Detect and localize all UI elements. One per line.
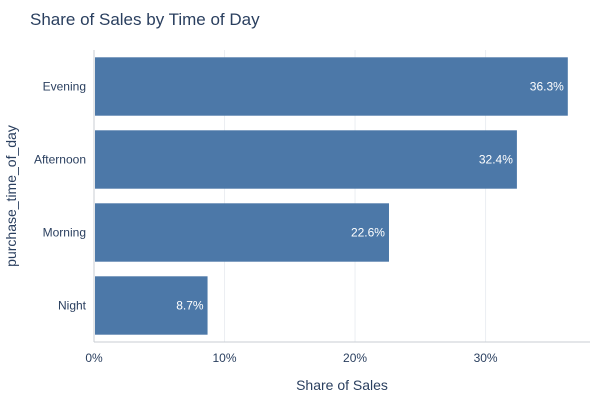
y-tick-label: Evening — [43, 80, 86, 94]
axes — [93, 50, 590, 343]
bars — [95, 57, 568, 335]
y-axis-title: purchase_time_of_day — [3, 125, 19, 267]
chart-title: Share of Sales by Time of Day — [30, 10, 260, 29]
value-label: 36.3% — [530, 80, 564, 94]
y-tick-label: Night — [58, 299, 87, 313]
y-tick-label: Afternoon — [34, 153, 86, 167]
x-tick-label: 0% — [85, 351, 103, 365]
value-label: 22.6% — [351, 226, 385, 240]
x-tick-label: 30% — [474, 351, 498, 365]
bar-afternoon — [95, 130, 517, 189]
x-axis-title: Share of Sales — [296, 377, 388, 393]
y-tick-label: Morning — [43, 226, 86, 240]
x-tick-label: 10% — [213, 351, 237, 365]
x-tick-label: 20% — [343, 351, 367, 365]
y-tick-labels: Evening Afternoon Morning Night — [34, 80, 87, 313]
x-tick-labels: 0% 10% 20% 30% — [85, 351, 498, 365]
bar-evening — [95, 57, 568, 116]
bar-night — [95, 276, 208, 335]
value-label: 8.7% — [176, 299, 204, 313]
value-labels: 36.3% 32.4% 22.6% 8.7% — [176, 80, 564, 313]
bar-morning — [95, 203, 389, 262]
value-label: 32.4% — [479, 153, 513, 167]
